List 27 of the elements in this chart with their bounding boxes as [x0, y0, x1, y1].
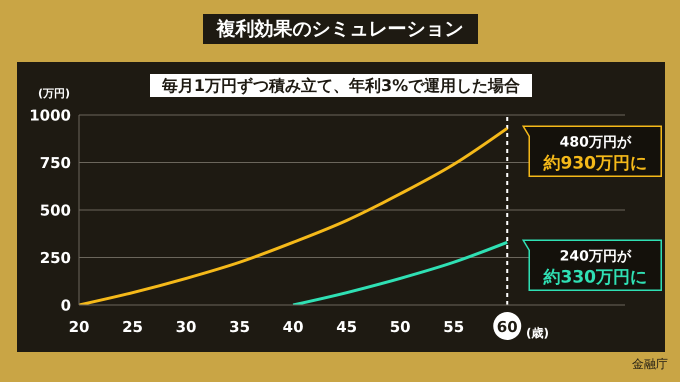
- annotation: 約330万円に: [542, 267, 647, 288]
- x-tick-label: 55: [443, 318, 464, 336]
- y-axis-title: (万円): [38, 86, 70, 101]
- x-tick-label: 20: [68, 318, 90, 336]
- y-tick-label: 1000: [29, 106, 71, 124]
- x-tick-label: 30: [176, 318, 196, 336]
- y-tick-label: 750: [40, 154, 71, 172]
- x-tick-label: 40: [282, 318, 304, 336]
- line-series: [79, 126, 509, 305]
- y-tick-label: 500: [40, 201, 71, 220]
- annotation: 240万円が: [560, 248, 632, 264]
- callout-box: 480万円が 約930万円に: [522, 126, 662, 178]
- x-axis-title: (歳): [526, 325, 549, 342]
- x-tick-label: 50: [390, 318, 411, 336]
- x-tick-label: 35: [229, 318, 250, 336]
- callout-box: 240万円が 約330万円に: [522, 240, 662, 292]
- line-series: [292, 240, 509, 305]
- text: 金融庁: [632, 356, 668, 373]
- annotation: 約930万円に: [542, 153, 647, 174]
- y-tick-label: 0: [60, 296, 71, 314]
- y-tick-label: 250: [40, 248, 71, 267]
- annotation: 480万円が: [560, 134, 632, 150]
- x-tick-label: 25: [122, 318, 143, 336]
- chart-subtitle: 毎月1万円ずつ積み立て、年利3%で運用した場合: [150, 74, 532, 97]
- chart-title: 複利効果のシミュレーション: [202, 14, 478, 44]
- x-tick-label: 60: [496, 318, 518, 336]
- x-tick-label: 45: [336, 318, 358, 336]
